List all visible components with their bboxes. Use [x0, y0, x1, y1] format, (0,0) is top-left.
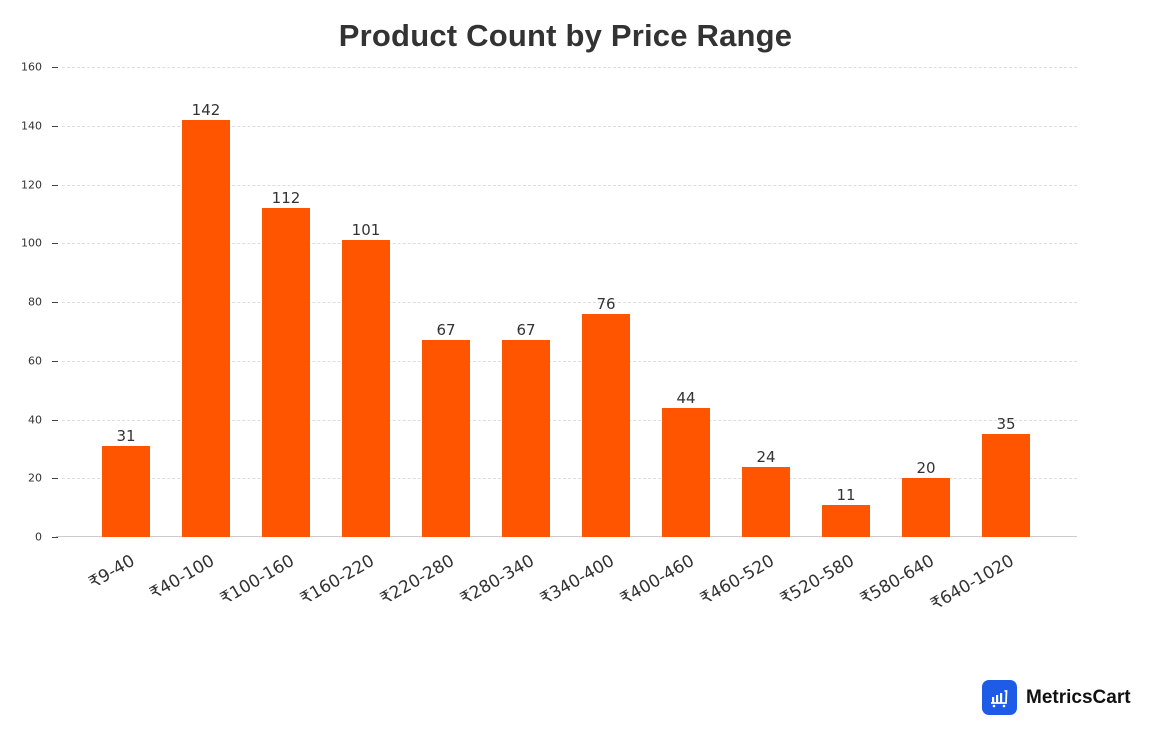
brand-logo: MetricsCart — [982, 680, 1131, 715]
x-tick-label: ₹340-400 — [537, 551, 618, 610]
y-tick-label: 0 — [35, 530, 42, 544]
bar — [742, 466, 790, 537]
y-tick-label: 100 — [21, 236, 42, 250]
bar — [982, 434, 1030, 537]
y-tick-label: 20 — [28, 471, 42, 485]
plot-area: 0 20 40 60 80 100 120 140 160 31 ₹9-40 142 ₹40-100 11… — [21, 61, 1077, 615]
y-tick — [52, 302, 58, 303]
bar-value-label: 24 — [756, 447, 776, 466]
bar-value-label: 44 — [676, 388, 696, 407]
gridline — [62, 302, 1077, 303]
x-tick-label: ₹580-640 — [857, 551, 938, 610]
x-tick-label: ₹220-280 — [377, 551, 458, 610]
x-tick-label: ₹40-100 — [146, 551, 218, 604]
bar-value-label: 67 — [516, 321, 536, 340]
bar-value-label: 67 — [436, 321, 456, 340]
x-tick-label: ₹280-340 — [457, 551, 538, 610]
bar — [182, 119, 230, 537]
gridline — [62, 360, 1077, 362]
y-tick-label: 140 — [21, 119, 42, 133]
x-tick-label: ₹460-520 — [697, 551, 778, 610]
gridline — [62, 184, 1077, 186]
bar-chart-cart-icon — [982, 680, 1017, 715]
x-tick-label: ₹400-460 — [617, 551, 698, 610]
gridline — [62, 125, 1077, 127]
bar-value-label: 11 — [836, 485, 856, 504]
bar — [342, 240, 390, 537]
y-tick-label: 160 — [21, 60, 42, 74]
bar — [502, 340, 550, 537]
bar-value-label: 35 — [996, 415, 1016, 434]
y-tick-label: 60 — [28, 354, 42, 368]
gridline — [62, 478, 1077, 480]
y-tick — [52, 360, 58, 362]
x-tick-label: ₹100-160 — [217, 551, 298, 610]
x-axis-line — [56, 536, 1077, 537]
bar — [582, 313, 630, 537]
x-tick-label: ₹520-580 — [777, 551, 858, 610]
bar — [822, 504, 870, 537]
bar-value-label: 76 — [596, 294, 616, 313]
bar — [902, 478, 950, 537]
y-tick — [52, 243, 58, 245]
x-tick-label: ₹9-40 — [85, 551, 138, 594]
y-tick — [52, 125, 58, 127]
bar-value-label: 31 — [116, 426, 136, 445]
bar — [422, 340, 470, 537]
y-tick — [52, 184, 58, 186]
bar-value-label: 20 — [916, 459, 936, 478]
y-tick-label: 40 — [28, 413, 42, 426]
gridline — [62, 243, 1077, 245]
gridline — [62, 419, 1077, 421]
gridline — [62, 67, 1077, 68]
chart-title: Product Count by Price Range — [338, 18, 793, 53]
bar — [102, 445, 150, 537]
y-tick — [52, 419, 58, 421]
bar — [262, 208, 310, 537]
x-tick-label: ₹160-220 — [297, 551, 378, 610]
y-tick-label: 80 — [28, 295, 42, 309]
y-tick — [52, 537, 58, 538]
bar-value-label: 101 — [351, 221, 381, 240]
bar-value-label: 142 — [191, 100, 221, 119]
y-tick — [52, 67, 58, 68]
y-tick — [52, 478, 58, 480]
brand-name: MetricsCart — [1026, 686, 1131, 708]
bar — [662, 407, 710, 537]
y-tick-label: 120 — [21, 178, 42, 191]
bar-value-label: 112 — [271, 189, 301, 207]
x-tick-label: ₹640-1020 — [927, 551, 1018, 615]
